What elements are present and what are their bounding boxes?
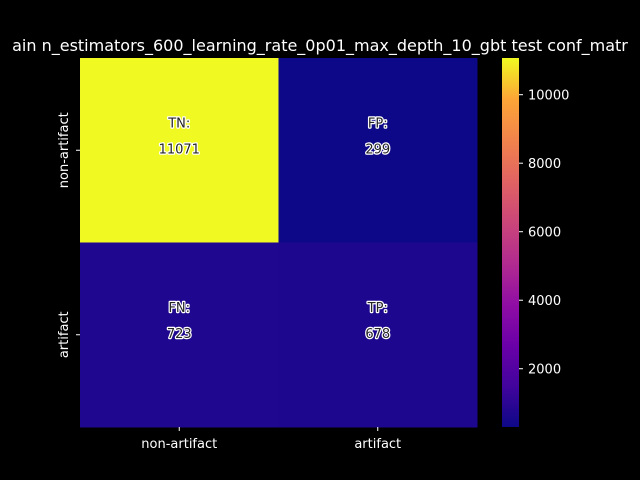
cell-tag-label: TP: (367, 301, 388, 316)
y-tick-label: non-artifact (57, 112, 72, 188)
cell-value-label: 299 (365, 142, 390, 157)
heatmap-cell (80, 242, 279, 428)
colorbar-tick-label: 4000 (528, 294, 561, 309)
cell-tag-label: FN: (168, 301, 190, 316)
heatmap-cell (80, 58, 279, 243)
colorbar-tick-label: 2000 (528, 363, 561, 378)
cell-value-label: 678 (365, 327, 390, 342)
y-axis: non-artifact artifact (57, 112, 80, 358)
colorbar-tick-label: 8000 (528, 157, 561, 172)
colorbar (502, 58, 519, 427)
y-tick-label: artifact (57, 311, 72, 358)
cell-tag-label: FP: (368, 116, 388, 131)
x-tick-label: non-artifact (141, 437, 217, 452)
heatmap-cell (278, 242, 478, 428)
heatmap-cell (278, 58, 478, 243)
cell-value-label: 11071 (159, 142, 200, 157)
cell-value-label: 723 (167, 327, 192, 342)
cell-tag-label: TN: (167, 116, 190, 131)
x-axis: non-artifact artifact (141, 427, 401, 452)
colorbar-tick-label: 10000 (528, 89, 569, 104)
chart-title: ain n_estimators_600_learning_rate_0p01_… (12, 36, 628, 56)
x-tick-label: artifact (354, 437, 401, 452)
colorbar-axis: 2000 4000 6000 8000 10000 (519, 89, 569, 378)
heatmap-cells: TN: 11071 FP: 299 FN: 723 TP: 678 (80, 58, 478, 428)
colorbar-tick-label: 6000 (528, 226, 561, 241)
